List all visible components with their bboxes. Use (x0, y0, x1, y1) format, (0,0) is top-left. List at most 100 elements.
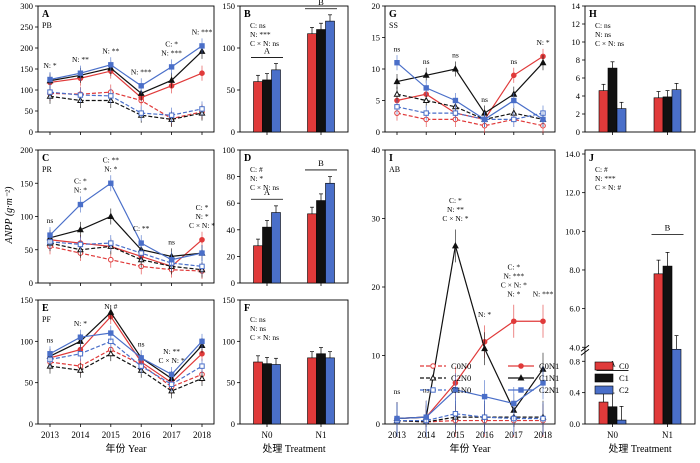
point-A-C2N1 (138, 83, 144, 89)
panel-sub-A: PB (42, 21, 52, 30)
y-axis-title: ANPP (g·m⁻²) (4, 186, 15, 245)
bar-D-C2-N0 (271, 212, 281, 284)
legend-swatch-C0 (594, 361, 614, 371)
point-C-C2N1 (199, 250, 205, 256)
x-axis-title-treatment-right: 处理 Treatment (608, 443, 671, 455)
x-tick-label-E: 2015 (102, 430, 121, 440)
point-G-C2N0 (393, 90, 401, 97)
y-tick-label-H: 14 (572, 1, 581, 11)
point-I-C0N1 (511, 318, 517, 325)
bar-D-C0-N0 (253, 245, 263, 284)
y-tick-label-C: 50 (25, 245, 34, 255)
point-E-C2N1 (47, 351, 53, 357)
legend-label-C1N1: C1N1 (539, 373, 559, 383)
x-axis-title-year-right: 年份 Year (450, 442, 492, 455)
point-A-C1N1 (168, 76, 176, 83)
point-E-C2N1 (77, 334, 84, 340)
annotation-C: N: * (104, 164, 117, 173)
annotation-G: ns (394, 44, 401, 53)
y-tick-label-H: 10 (572, 37, 581, 47)
point-C-C0N0 (108, 256, 114, 263)
y-tick-label-J: 8.0 (569, 265, 580, 275)
series-line-E-C1N0 (49, 340, 203, 386)
y-tick-label-A: 0 (29, 127, 33, 137)
point-I-C1N0 (540, 415, 546, 422)
point-A-C1N0 (199, 106, 205, 112)
panel-sub-E: PF (42, 315, 51, 324)
bar-B-C2-N1 (325, 20, 335, 133)
panel-sub-I: AB (389, 165, 400, 174)
panel-letter-E: E (42, 303, 49, 314)
point-C-C1N1 (76, 225, 84, 233)
point-G-C1N1 (539, 58, 547, 66)
y-tick-label-A: 250 (20, 22, 33, 32)
axis-break-mark-J (580, 344, 590, 356)
panel-sub-G: SS (389, 21, 398, 30)
point-E-C2N0 (76, 366, 84, 373)
point-I-C2N1 (452, 387, 459, 393)
group-label-J: N1 (662, 430, 673, 440)
annotation-I: C × N: * (442, 214, 468, 223)
y-tick-label-H: 8 (576, 55, 580, 65)
bar-H-C1-N0 (607, 67, 618, 133)
bar-J-C1-N0 (607, 406, 618, 425)
point-I-C0N1 (540, 318, 546, 325)
y-tick-label-J: 6.0 (569, 304, 580, 314)
x-tick-label-E: 2014 (71, 430, 90, 440)
series-line-A-C0N0 (49, 91, 203, 120)
point-G-C2N1 (452, 97, 459, 104)
series-line-G-C1N1 (396, 62, 544, 114)
point-G-C2N1 (423, 85, 429, 91)
annotation-A: N: *** (192, 28, 213, 37)
point-G-C1N1 (393, 77, 401, 85)
annotation-C: ns (47, 216, 54, 225)
legend-label-C0N0: C0N0 (451, 361, 471, 371)
annotation-I: N: ** (447, 205, 464, 214)
annotation-I: C × N: * (501, 281, 527, 290)
bar-F-C1-N0 (262, 363, 272, 425)
annotation-I: N: * (478, 310, 491, 319)
series-line-E-C1N1 (49, 311, 203, 380)
point-C-C1N0 (138, 250, 144, 256)
legend-label-C0: C0 (619, 361, 629, 371)
point-C-C1N0 (199, 263, 205, 270)
point-E-C1N0 (199, 363, 205, 369)
y-tick-label-H: 2 (576, 109, 580, 119)
annotation-I: C: * (507, 263, 520, 272)
stats-text-H: N: ns (595, 30, 611, 39)
series-line-A-C1N0 (49, 91, 203, 116)
panel-letter-G: G (389, 9, 397, 20)
annotation-I: N: * (507, 290, 520, 299)
point-G-C1N0 (423, 110, 429, 116)
point-E-C2N1 (138, 355, 144, 361)
y-tick-label-B: 50 (227, 85, 236, 95)
point-I-C2N1 (423, 414, 429, 420)
y-tick-label-C: 200 (20, 145, 33, 155)
point-G-C2N1 (540, 116, 546, 123)
point-G-C2N1 (511, 97, 517, 104)
y-tick-label-A: 100 (20, 85, 33, 95)
series-line-E-C0N1 (49, 315, 203, 384)
significance-letter-D: B (318, 158, 324, 168)
series-line-E-C2N0 (49, 353, 203, 392)
y-tick-label-J: 4.0 (569, 342, 580, 352)
point-C-C2N1 (108, 180, 114, 186)
annotation-G: ns (481, 95, 488, 104)
point-I-C1N0 (481, 414, 488, 420)
x-axis-title-year-left: 年份 Year (106, 442, 148, 455)
y-tick-label-D: 60 (227, 198, 236, 208)
y-tick-label-B: 100 (222, 43, 235, 53)
bar-H-C0-N1 (653, 97, 664, 133)
panel-letter-H: H (589, 9, 597, 20)
bar-J-C1-N1 (662, 265, 673, 425)
bar-B-C0-N1 (307, 33, 317, 133)
stats-text-B: C: ns (250, 21, 266, 30)
y-tick-label-I: 10 (372, 351, 381, 361)
panel-frame-F (239, 299, 349, 425)
panel-frame-C (37, 149, 215, 284)
panel-letter-I: I (389, 153, 393, 164)
bar-J-C0-N0 (598, 401, 609, 425)
bar-B-C1-N0 (262, 79, 272, 133)
legend-marker-C1N0 (430, 387, 436, 393)
